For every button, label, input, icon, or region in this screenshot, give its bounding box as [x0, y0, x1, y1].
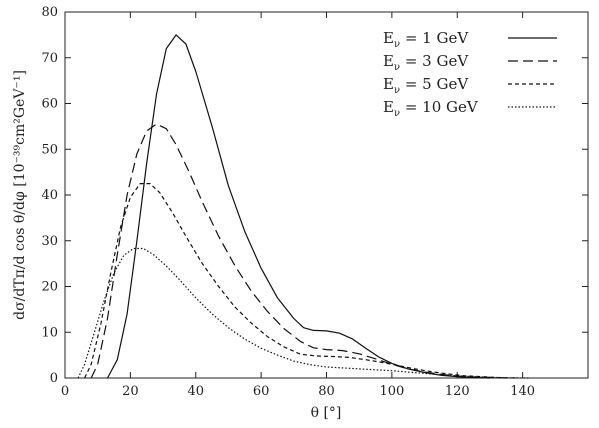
x-tick-label: 0 — [61, 384, 69, 399]
legend-label-1: Eν = 1 GeV — [383, 29, 469, 50]
y-tick-label: 60 — [41, 97, 58, 112]
y-tick-label: 70 — [41, 51, 58, 66]
y-tick-label: 80 — [41, 5, 58, 20]
legend-label-3: Eν = 5 GeV — [383, 75, 469, 96]
axis-ticks: 0 20 40 60 80 100 120 140 0 10 20 30 40 50 60 70 80 — [41, 5, 588, 399]
x-tick-label: 140 — [510, 384, 535, 399]
x-axis-title: θ [°] — [311, 405, 342, 421]
x-tick-label: 80 — [318, 384, 335, 399]
y-tick-label: 20 — [41, 280, 58, 295]
legend-label-4: Eν = 10 GeV — [383, 98, 479, 119]
x-tick-label: 100 — [379, 384, 404, 399]
y-tick-label: 30 — [41, 234, 58, 249]
x-tick-label: 120 — [445, 384, 470, 399]
y-tick-label: 40 — [41, 188, 58, 203]
y-tick-label: 50 — [41, 142, 58, 157]
y-axis-title: dσ/dTπ/d cos θ/dφ [10⁻³⁹cm²GeV⁻¹] — [12, 70, 28, 320]
plot-frame — [64, 11, 589, 379]
y-tick-label: 0 — [50, 371, 58, 386]
series-line-2 — [90, 123, 507, 379]
series-line-3 — [84, 183, 517, 379]
x-tick-label: 60 — [253, 384, 270, 399]
y-tick-label: 10 — [41, 325, 58, 340]
series-line-4 — [77, 247, 530, 379]
plot-area: 0 20 40 60 80 100 120 140 0 10 20 30 40 50 60 70 80 Eν =… — [41, 5, 589, 399]
series-lines — [77, 34, 530, 379]
x-tick-label: 20 — [122, 384, 139, 399]
legend-label-2: Eν = 3 GeV — [383, 52, 469, 73]
x-tick-label: 40 — [187, 384, 204, 399]
